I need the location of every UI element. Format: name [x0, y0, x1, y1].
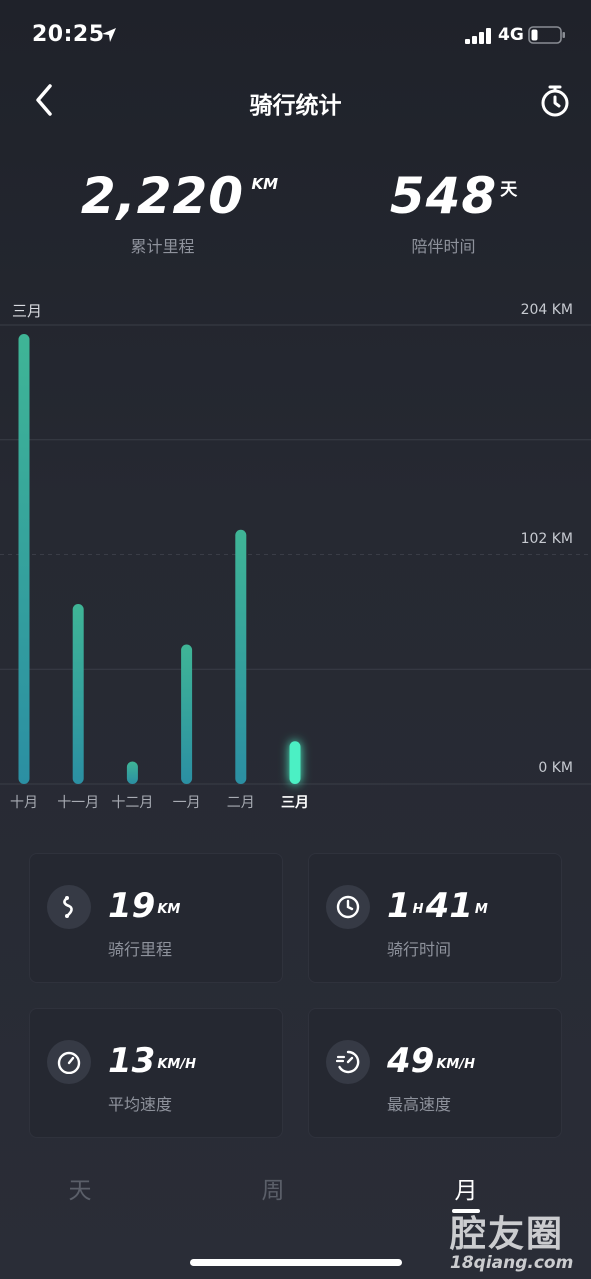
total-distance-block: 2,220 KM 累计里程	[15, 165, 310, 257]
x-tick-label-2[interactable]: 十二月	[111, 795, 153, 811]
stat-card-duration: 1 H41 M 骑行时间	[308, 853, 562, 983]
location-arrow-icon	[102, 28, 116, 42]
stat-card-max-speed: 49 KM/H 最高速度	[308, 1008, 562, 1138]
chart-bar-5[interactable]	[289, 741, 301, 784]
chart-bar-3[interactable]	[181, 644, 193, 785]
home-indicator[interactable]	[190, 1259, 402, 1266]
total-distance-label: 累计里程	[130, 237, 195, 256]
ride-duration-value: 1 H41 M	[387, 886, 488, 926]
max-speed-label: 最高速度	[387, 1095, 452, 1114]
x-tick-label-0[interactable]: 十月	[10, 795, 38, 811]
stat-card-avg-speed: 13 KM/H 平均速度	[29, 1008, 283, 1138]
total-distance-value: 2,220	[80, 167, 245, 225]
watermark: 腔友圈 18qiang.com	[450, 1205, 585, 1275]
chart-bar-4[interactable]	[235, 529, 247, 784]
status-bar: 20:25 4G	[0, 0, 591, 70]
period-tab-bar: 天 周 月	[0, 1165, 591, 1225]
companion-days-block: 548 天 陪伴时间	[296, 165, 591, 257]
status-time: 20:25	[32, 22, 105, 47]
nav-bar: 骑行统计	[0, 70, 591, 130]
ride-distance-value: 19 KM	[108, 886, 181, 926]
tab-day[interactable]: 天	[68, 1178, 92, 1204]
total-distance-unit: KM	[251, 175, 279, 193]
ride-distance-label: 骑行里程	[108, 940, 173, 959]
page-title: 骑行统计	[249, 93, 342, 119]
stat-card-distance: 19 KM 骑行里程	[29, 853, 283, 983]
ride-duration-label: 骑行时间	[387, 940, 452, 959]
chart-bar-1[interactable]	[72, 604, 84, 784]
chart-bar-0[interactable]	[18, 334, 30, 784]
max-speed-value: 49 KM/H	[387, 1041, 475, 1081]
companion-days-value: 548	[389, 167, 498, 225]
speed-fast-icon	[326, 1040, 370, 1084]
watermark-en: 18qiang.com	[450, 1253, 574, 1273]
y-tick-mid: 102 KM	[520, 531, 573, 547]
x-tick-label-5[interactable]: 三月	[281, 795, 309, 811]
y-tick-zero: 0 KM	[538, 760, 573, 776]
monthly-distance-chart[interactable]: 十月 十一月 十二月 一月 二月 三月 三月 204 KM 102 KM 0 KM	[0, 290, 591, 830]
clock-icon	[326, 885, 370, 929]
companion-days-label: 陪伴时间	[411, 237, 476, 256]
tab-active-indicator	[452, 1209, 480, 1213]
tab-month[interactable]: 月	[454, 1178, 478, 1204]
chart-bar-2[interactable]	[126, 761, 138, 785]
speedometer-icon	[47, 1040, 91, 1084]
watermark-cn: 腔友圈	[450, 1214, 565, 1255]
battery-icon	[528, 26, 565, 44]
route-icon	[47, 885, 91, 929]
companion-days-unit: 天	[500, 180, 518, 200]
x-tick-label-1[interactable]: 十一月	[57, 795, 99, 811]
avg-speed-label: 平均速度	[108, 1095, 173, 1114]
chart-selected-month: 三月	[12, 302, 43, 320]
y-tick-max: 204 KM	[520, 302, 573, 318]
x-tick-label-3[interactable]: 一月	[173, 795, 201, 811]
chart-canvas: 十月 十一月 十二月 一月 二月 三月	[0, 324, 591, 811]
x-tick-label-4[interactable]: 二月	[227, 795, 255, 811]
tab-week[interactable]: 周	[261, 1178, 285, 1204]
cell-signal-icon	[465, 28, 491, 44]
avg-speed-value: 13 KM/H	[108, 1041, 196, 1081]
stopwatch-button[interactable]	[536, 82, 574, 120]
back-button[interactable]	[28, 80, 64, 120]
network-type: 4G	[498, 25, 524, 45]
